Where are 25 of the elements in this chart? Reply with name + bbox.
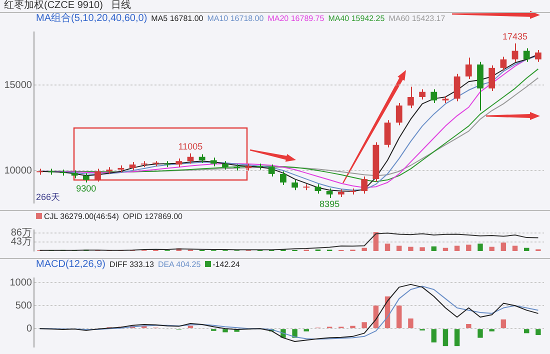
y-tick-label: 10000 xyxy=(4,165,32,176)
annotation: 9300 xyxy=(76,183,96,194)
y-tick-label: 15000 xyxy=(4,80,32,91)
annotation: 8395 xyxy=(320,198,340,209)
annotation: 17435 xyxy=(502,31,528,42)
text: MA20 16789.75 xyxy=(268,14,324,23)
text: DEA 404.25 xyxy=(158,260,201,269)
text: MA60 15423.17 xyxy=(388,14,446,23)
text: MA10 16718.00 xyxy=(207,14,264,23)
y-tick-label: 0 xyxy=(26,323,32,334)
chart-title: 红枣加权(CZCE 9910) xyxy=(4,0,103,11)
y-tick-label: 500 xyxy=(15,300,32,312)
text: DIFF 333.13 xyxy=(109,260,154,269)
legend-title: MA组合(5,10,20,40,60,0) xyxy=(36,13,148,24)
annotation: 11005 xyxy=(178,141,203,152)
legend-title: MACD(12,26,9) xyxy=(36,259,106,270)
legend-label: -142.24 xyxy=(212,260,240,269)
y-tick-label: 43万 xyxy=(10,236,32,248)
legend-label: CJL 36279.00(46:54) xyxy=(44,212,119,221)
text: MA40 15942.25 xyxy=(328,14,385,23)
text: MA5 16781.00 xyxy=(151,14,204,23)
text: OPID 127869.00 xyxy=(122,212,182,221)
annotation: 266天 xyxy=(36,192,60,202)
y-tick-label: 1000 xyxy=(10,277,32,288)
chart-subtitle: 日线 xyxy=(110,0,131,11)
